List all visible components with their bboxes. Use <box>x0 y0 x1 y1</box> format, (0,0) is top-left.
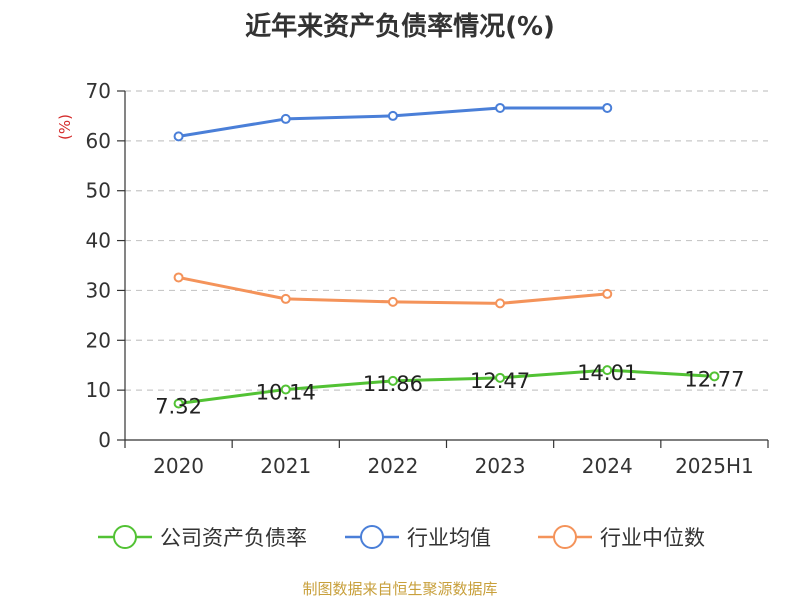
chart-title: 近年来资产负债率情况(%) <box>245 12 555 42</box>
legend-item[interactable]: 行业均值 <box>345 525 491 550</box>
data-point <box>495 372 506 383</box>
data-label: 14.01 <box>577 361 637 385</box>
legend-label: 公司资产负债率 <box>160 526 307 550</box>
data-point <box>280 384 291 395</box>
data-point <box>709 371 720 382</box>
y-tick-label: 60 <box>86 129 111 153</box>
source-note: 制图数据来自恒生聚源数据库 <box>302 580 498 598</box>
data-point <box>173 398 184 409</box>
y-tick-label: 20 <box>86 328 111 352</box>
x-tick-label: 2020 <box>153 454 204 478</box>
data-point <box>280 293 291 304</box>
x-tick-label: 2023 <box>475 454 526 478</box>
data-label: 7.32 <box>155 395 202 419</box>
data-point <box>495 298 506 309</box>
data-point <box>387 375 398 386</box>
data-point <box>602 365 613 376</box>
x-tick-label: 2021 <box>260 454 311 478</box>
data-label: 12.77 <box>684 367 744 391</box>
data-point <box>387 296 398 307</box>
legend-marker <box>553 525 577 549</box>
y-tick-label: 10 <box>86 378 111 402</box>
legend-marker <box>113 525 137 549</box>
data-label: 12.47 <box>470 369 530 393</box>
x-tick-label: 2024 <box>582 454 633 478</box>
series-lines <box>173 102 720 409</box>
data-point <box>602 288 613 299</box>
legend-label: 行业均值 <box>407 526 491 550</box>
legend-label: 行业中位数 <box>600 526 705 550</box>
y-tick-label: 30 <box>86 278 111 302</box>
grid-lines <box>125 90 768 391</box>
data-point <box>173 272 184 283</box>
y-tick-label: 0 <box>98 428 111 452</box>
y-tick-label: 70 <box>86 79 111 103</box>
x-tick-label: 2025H1 <box>675 454 754 478</box>
data-point <box>495 102 506 113</box>
data-label: 11.86 <box>363 372 423 396</box>
y-tick-label: 50 <box>86 179 111 203</box>
axes: 0 10 20 30 40 50 60 70 2020 2021 2022 2023 2024 2025H… <box>86 79 769 478</box>
data-point <box>602 102 613 113</box>
legend-item[interactable]: 行业中位数 <box>538 525 705 550</box>
legend-marker <box>360 525 384 549</box>
series-line-0 <box>178 368 715 405</box>
legend-item[interactable]: 公司资产负债率 <box>98 525 307 550</box>
data-point <box>280 113 291 124</box>
data-label: 10.14 <box>256 380 316 404</box>
y-axis-label: (%) <box>56 114 74 140</box>
data-point <box>173 131 184 142</box>
data-point <box>387 110 398 121</box>
y-tick-label: 40 <box>86 229 111 253</box>
legend: 公司资产负债率 行业均值 行业中位数 <box>98 525 705 550</box>
x-tick-label: 2022 <box>367 454 418 478</box>
data-labels: 7.32 10.14 11.86 12.47 14.01 12.77 <box>155 361 744 418</box>
